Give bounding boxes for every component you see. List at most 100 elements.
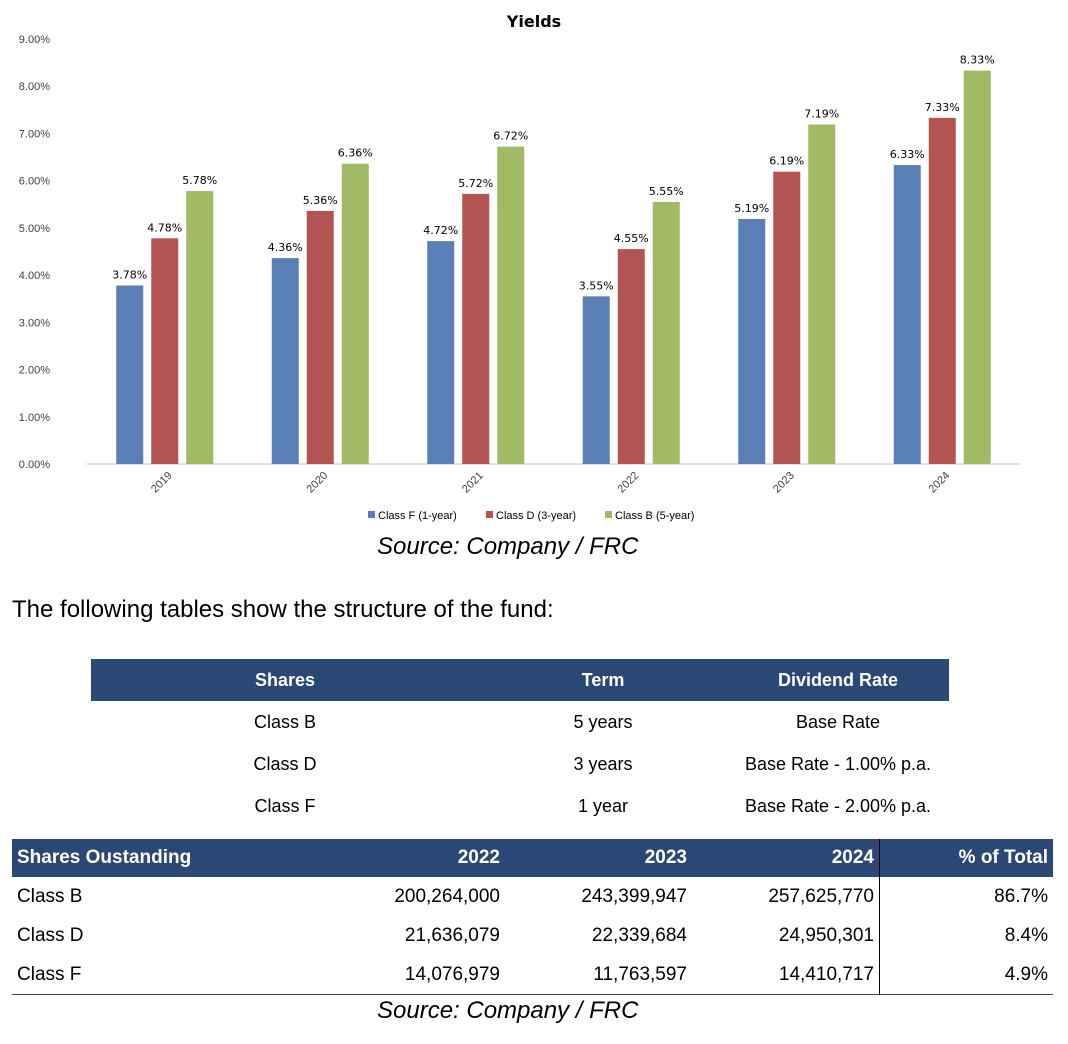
data-label: 6.72% xyxy=(493,130,528,143)
header-shares: Shares xyxy=(91,659,479,701)
y-tick-label: 1.00% xyxy=(19,412,50,424)
data-label: 4.78% xyxy=(147,221,182,234)
legend-swatch xyxy=(605,511,612,518)
bar-2020-0 xyxy=(271,258,299,464)
fund-structure-table: Shares Term Dividend Rate Class B 5 year… xyxy=(91,659,949,827)
bar-2021-2 xyxy=(497,146,525,464)
cell-2024: 257,625,770 xyxy=(692,877,880,916)
x-tick-label: 2020 xyxy=(305,470,331,496)
bar-2024-0 xyxy=(893,165,921,465)
cell-dividend-rate: Base Rate - 2.00% p.a. xyxy=(744,795,932,816)
y-tick-label: 7.00% xyxy=(19,128,50,140)
y-tick-label: 6.00% xyxy=(19,176,50,188)
bar-2019-2 xyxy=(186,191,214,465)
table-row: Class F 1 year Base Rate - 2.00% p.a. xyxy=(91,785,949,827)
bar-2022-1 xyxy=(617,249,645,464)
legend-label: Class F (1-year) xyxy=(378,510,457,522)
cell-class: Class F xyxy=(17,963,82,985)
y-tick-label: 3.00% xyxy=(19,317,50,329)
shares-outstanding-table: Shares Oustanding 2022 2023 2024 % of To… xyxy=(12,839,1053,995)
cell-term: 5 years xyxy=(573,711,633,732)
data-label: 5.72% xyxy=(458,177,493,190)
bar-series xyxy=(116,70,991,465)
cell-pct-total: 86.7% xyxy=(994,885,1048,907)
x-tick-label: 2021 xyxy=(460,470,486,496)
bar-2024-1 xyxy=(928,117,956,464)
bar-2021-0 xyxy=(427,241,455,464)
data-label: 6.19% xyxy=(769,155,804,168)
data-label: 5.36% xyxy=(303,194,338,207)
y-tick-label: 9.00% xyxy=(19,34,50,46)
cell-2022: 21,636,079 xyxy=(404,924,500,946)
legend-label: Class D (3-year) xyxy=(496,510,576,522)
y-tick-label: 0.00% xyxy=(19,459,50,471)
bar-2019-1 xyxy=(151,238,179,464)
table-row: Class D 21,636,079 22,339,684 24,950,301… xyxy=(12,916,1053,955)
cell-dividend-rate: Base Rate - 1.00% p.a. xyxy=(744,753,932,774)
bar-2020-2 xyxy=(341,163,369,464)
y-axis: 0.00% 1.00% 2.00% 3.00% 4.00% 5.00% 6.00% 7.00%… xyxy=(19,34,1020,471)
intro-text: The following tables show the structure … xyxy=(12,596,554,623)
data-label: 7.33% xyxy=(925,101,960,114)
data-label: 8.33% xyxy=(960,54,995,67)
cell-shares: Class B xyxy=(253,711,316,732)
data-label: 6.33% xyxy=(890,148,925,161)
data-label: 4.55% xyxy=(614,232,649,245)
bar-2019-0 xyxy=(116,285,144,464)
legend: Class F (1-year) Class D (3-year) Class B … xyxy=(368,510,694,522)
bar-2023-1 xyxy=(773,171,801,464)
x-tick-label: 2023 xyxy=(771,470,797,496)
table-header-row: Shares Term Dividend Rate xyxy=(91,659,949,701)
legend-swatch xyxy=(368,511,375,518)
bar-2020-1 xyxy=(306,210,334,464)
legend-swatch xyxy=(486,511,493,518)
x-tick-label: 2024 xyxy=(927,470,953,496)
cell-class: Class D xyxy=(17,924,84,946)
cell-2022: 200,264,000 xyxy=(394,885,500,907)
table-row: Class B 200,264,000 243,399,947 257,625,… xyxy=(12,877,1053,916)
cell-pct-total: 8.4% xyxy=(1004,924,1048,946)
table-row: Class D 3 years Base Rate - 1.00% p.a. xyxy=(91,743,949,785)
table-header-row: Shares Oustanding 2022 2023 2024 % of To… xyxy=(12,839,1053,877)
table-row: Class F 14,076,979 11,763,597 14,410,717… xyxy=(12,955,1053,995)
y-tick-label: 2.00% xyxy=(19,365,50,377)
header-2023: 2023 xyxy=(505,839,692,877)
header-dividend-rate: Dividend Rate xyxy=(727,659,949,701)
header-2022: 2022 xyxy=(322,839,505,877)
cell-term: 3 years xyxy=(573,753,633,774)
header-shares-outstanding: Shares Oustanding xyxy=(12,839,322,877)
cell-shares: Class F xyxy=(254,795,316,816)
data-label: 7.19% xyxy=(804,107,839,120)
cell-shares: Class D xyxy=(253,753,317,774)
cell-dividend-rate: Base Rate xyxy=(795,711,881,732)
cell-2023: 11,763,597 xyxy=(593,963,687,985)
data-label: 4.72% xyxy=(423,224,458,237)
data-label: 4.36% xyxy=(268,241,303,254)
y-tick-label: 4.00% xyxy=(19,270,50,282)
data-labels: 3.78% 4.78% 5.78% 4.36% 5.36% 6.36% 4.72% 5.72%… xyxy=(112,54,994,293)
cell-2022: 14,076,979 xyxy=(404,963,500,985)
bar-2022-0 xyxy=(582,296,610,464)
yields-chart: Yields 0.00% 1.00% 2.00% 3.00% 4.00% 5.00% 6.0… xyxy=(19,12,1020,522)
cell-class: Class B xyxy=(17,885,83,907)
cell-2024: 24,950,301 xyxy=(692,916,880,955)
x-axis: 2019 2020 2021 2022 2023 2024 xyxy=(149,470,952,496)
bar-2021-1 xyxy=(462,193,490,464)
data-label: 5.78% xyxy=(182,174,217,187)
y-tick-label: 5.00% xyxy=(19,223,50,235)
header-pct-total: % of Total xyxy=(879,839,1053,877)
table-source-caption: Source: Company / FRC xyxy=(377,997,639,1024)
cell-pct-total: 4.9% xyxy=(1004,963,1048,985)
x-tick-label: 2019 xyxy=(149,470,175,496)
bar-2024-2 xyxy=(963,70,991,464)
data-label: 3.78% xyxy=(112,269,147,282)
chart-title: Yields xyxy=(506,12,561,31)
table-row: Class B 5 years Base Rate xyxy=(91,701,949,743)
data-label: 3.55% xyxy=(579,279,614,292)
cell-2023: 22,339,684 xyxy=(591,924,687,946)
x-tick-label: 2022 xyxy=(616,470,642,496)
cell-2023: 243,399,947 xyxy=(581,885,687,907)
cell-term: 1 year xyxy=(577,795,629,816)
header-term: Term xyxy=(479,659,727,701)
bar-2023-2 xyxy=(808,124,836,464)
